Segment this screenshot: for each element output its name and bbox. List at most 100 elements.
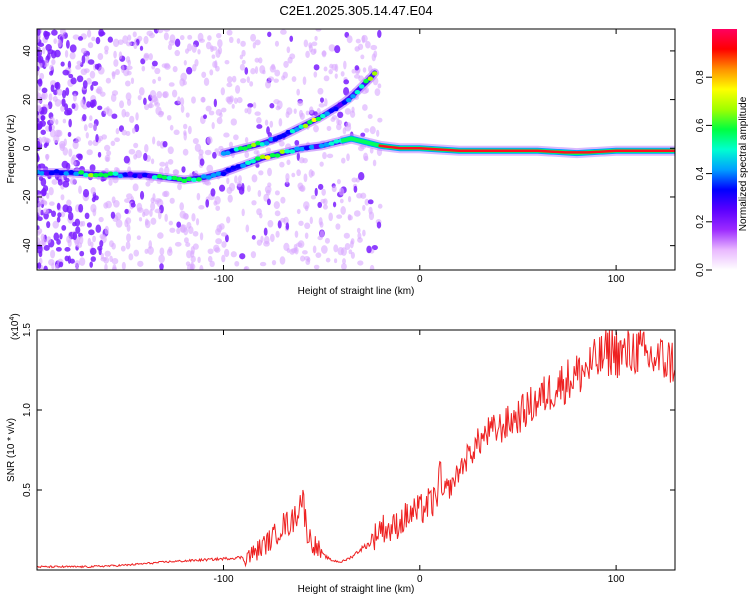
noise-speckle	[269, 120, 274, 128]
noise-speckle	[244, 266, 248, 270]
noise-speckle	[164, 166, 170, 175]
noise-speckle	[48, 187, 54, 196]
noise-speckle	[124, 198, 131, 204]
noise-speckle	[265, 147, 271, 153]
noise-speckle	[274, 40, 280, 47]
lower-trace-point	[186, 176, 193, 182]
lower-trace-point	[48, 170, 55, 176]
noise-speckle	[37, 262, 42, 269]
lower-trace-point	[141, 172, 148, 178]
noise-speckle	[37, 230, 41, 236]
noise-speckle	[326, 153, 334, 159]
noise-speckle	[106, 106, 110, 112]
noise-speckle	[274, 190, 280, 196]
lower-trace-point	[249, 158, 256, 164]
noise-speckle	[45, 153, 49, 161]
noise-speckle	[211, 54, 216, 59]
noise-speckle	[95, 88, 102, 94]
noise-speckle	[167, 159, 174, 165]
noise-speckle	[259, 65, 266, 74]
noise-speckle	[356, 227, 361, 234]
upper-trace-point	[307, 120, 313, 125]
noise-speckle	[61, 225, 67, 231]
noise-speckle	[152, 136, 156, 145]
noise-speckle	[150, 217, 157, 225]
noise-speckle	[303, 173, 308, 183]
noise-speckle	[371, 53, 376, 62]
noise-speckle	[267, 76, 275, 82]
noise-speckle	[199, 232, 204, 241]
noise-speckle	[285, 173, 290, 181]
noise-speckle	[152, 193, 156, 202]
noise-speckle	[37, 42, 45, 47]
noise-speckle	[75, 226, 81, 234]
noise-speckle	[125, 41, 132, 47]
noise-speckle	[61, 160, 69, 169]
noise-speckle	[279, 256, 286, 265]
noise-speckle	[274, 210, 281, 217]
noise-speckle	[355, 38, 361, 44]
noise-speckle	[81, 54, 86, 64]
noise-speckle	[185, 112, 190, 118]
noise-speckle	[115, 219, 123, 228]
noise-speckle	[89, 247, 97, 256]
x-tick-label: 100	[608, 574, 625, 585]
noise-speckle	[75, 153, 83, 159]
noise-speckle	[50, 249, 56, 259]
noise-speckle	[78, 203, 84, 213]
noise-speckle	[213, 244, 220, 252]
lower-trace-point	[323, 142, 330, 147]
noise-speckle	[156, 90, 163, 99]
lower-trace-point	[254, 156, 261, 161]
noise-speckle	[221, 107, 227, 113]
noise-speckle	[45, 44, 52, 52]
noise-speckle	[360, 192, 367, 199]
noise-speckle	[127, 34, 132, 41]
noise-speckle	[317, 201, 323, 208]
noise-speckle	[206, 136, 213, 145]
noise-speckle	[313, 264, 320, 270]
noise-speckle	[97, 105, 103, 111]
noise-speckle	[165, 161, 169, 168]
noise-speckle	[207, 255, 213, 263]
x-tick-label: 0	[417, 274, 423, 285]
noise-speckle	[46, 221, 51, 229]
noise-speckle	[233, 134, 239, 141]
noise-speckle	[231, 75, 237, 83]
noise-speckle	[323, 66, 328, 72]
noise-speckle	[68, 73, 74, 79]
spectrogram-y-ticks: -40 -20 0 20 40	[22, 45, 675, 253]
noise-speckle	[197, 48, 201, 55]
noise-speckle	[251, 200, 257, 206]
noise-speckle	[104, 154, 111, 163]
noise-speckle	[239, 54, 243, 60]
noise-speckle	[169, 227, 176, 233]
noise-speckle	[72, 93, 77, 102]
noise-speckle	[113, 199, 120, 208]
noise-speckle	[57, 39, 62, 48]
lower-trace-point	[264, 155, 271, 160]
noise-speckle	[264, 185, 272, 194]
noise-speckle	[125, 92, 132, 101]
noise-speckle	[233, 97, 238, 104]
noise-speckle	[37, 123, 43, 131]
upper-trace-point	[276, 134, 283, 140]
noise-speckle	[95, 133, 99, 143]
noise-speckle	[283, 60, 289, 68]
noise-speckle	[333, 244, 339, 253]
noise-speckle	[50, 84, 55, 93]
noise-speckle	[182, 148, 189, 156]
noise-speckle	[37, 35, 40, 43]
noise-speckle	[234, 175, 238, 184]
lower-trace-point	[181, 178, 188, 184]
noise-speckle	[208, 110, 215, 116]
lower-trace-point	[166, 175, 173, 181]
x-tick-label: -100	[213, 574, 233, 585]
noise-speckle	[69, 44, 77, 53]
noise-speckle	[376, 129, 380, 137]
noise-speckle	[69, 51, 76, 60]
upper-trace-point	[259, 142, 266, 147]
noise-speckle	[61, 98, 66, 107]
noise-speckle	[215, 238, 222, 245]
noise-speckle	[334, 45, 341, 54]
